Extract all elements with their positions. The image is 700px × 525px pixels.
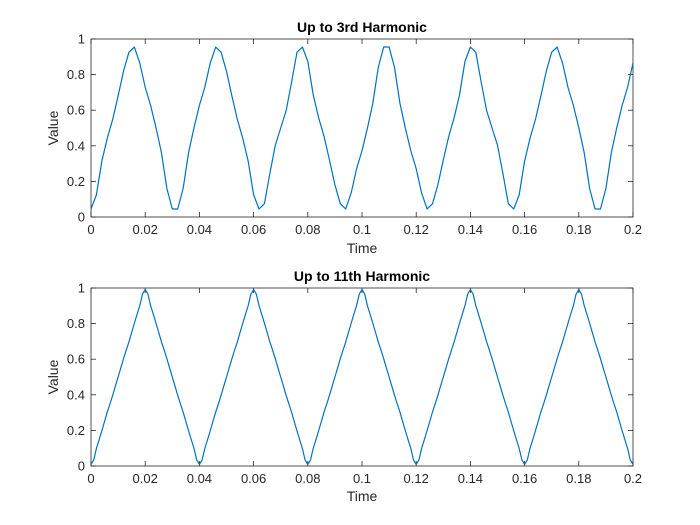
chart-title: Up to 3rd Harmonic	[297, 19, 427, 35]
x-tick-label: 0.08	[295, 471, 320, 486]
x-tick-label: 0.12	[404, 222, 429, 237]
y-tick-label: 0.8	[67, 67, 85, 82]
y-tick-label: 0	[78, 459, 85, 474]
x-tick-label: 0.1	[353, 471, 371, 486]
y-ticks: 0 0.2 0.4 0.6 0.8 1	[67, 281, 633, 474]
x-tick-label: 0.04	[187, 471, 212, 486]
x-ticks: 0 0.02 0.04 0.06 0.08 0.1 0.12 0.14 0.16 0.18 0.2	[87, 39, 642, 237]
y-tick-label: 0.6	[67, 103, 85, 118]
x-tick-label: 0.02	[133, 222, 158, 237]
x-tick-label: 0.18	[566, 471, 591, 486]
series-line	[90, 289, 634, 465]
x-tick-label: 0.14	[458, 471, 483, 486]
x-tick-label: 0	[87, 222, 94, 237]
y-tick-label: 0.2	[67, 174, 85, 189]
x-tick-label: 0.04	[187, 222, 212, 237]
y-axis-label: Value	[45, 359, 61, 394]
y-tick-label: 0	[78, 210, 85, 225]
y-tick-label: 0.4	[67, 138, 85, 153]
series-line	[90, 46, 634, 210]
plot-area-border	[90, 38, 634, 218]
x-tick-label: 0.16	[512, 471, 537, 486]
subplot-top: Up to 3rd Harmonic 0 0.02 0.04 0.06 0.08 0.1 0…	[45, 19, 642, 256]
x-tick-label: 0.12	[404, 471, 429, 486]
x-tick-label: 0.16	[512, 222, 537, 237]
y-tick-label: 1	[78, 281, 85, 296]
x-tick-label: 0.06	[241, 222, 266, 237]
y-tick-label: 0.4	[67, 387, 85, 402]
subplot-bottom: Up to 11th Harmonic 0 0.02 0.04 0.06 0.08 0.1…	[45, 268, 642, 504]
x-tick-label: 0.02	[133, 471, 158, 486]
x-axis-label: Time	[347, 488, 378, 504]
chart-title: Up to 11th Harmonic	[294, 268, 430, 284]
x-axis-label: Time	[347, 240, 378, 256]
x-ticks: 0 0.02 0.04 0.06 0.08 0.1 0.12 0.14 0.16 0.18 0.2	[87, 288, 642, 486]
y-tick-label: 0.6	[67, 352, 85, 367]
x-tick-label: 0.1	[353, 222, 371, 237]
x-tick-label: 0	[87, 471, 94, 486]
x-tick-label: 0.08	[295, 222, 320, 237]
y-tick-label: 0.2	[67, 423, 85, 438]
y-tick-label: 0.8	[67, 316, 85, 331]
y-axis-label: Value	[45, 110, 61, 145]
x-tick-label: 0.2	[624, 222, 642, 237]
x-tick-label: 0.14	[458, 222, 483, 237]
x-tick-label: 0.06	[241, 471, 266, 486]
y-ticks: 0 0.2 0.4 0.6 0.8 1	[67, 32, 633, 225]
x-tick-label: 0.2	[624, 471, 642, 486]
x-tick-label: 0.18	[566, 222, 591, 237]
y-tick-label: 1	[78, 32, 85, 47]
